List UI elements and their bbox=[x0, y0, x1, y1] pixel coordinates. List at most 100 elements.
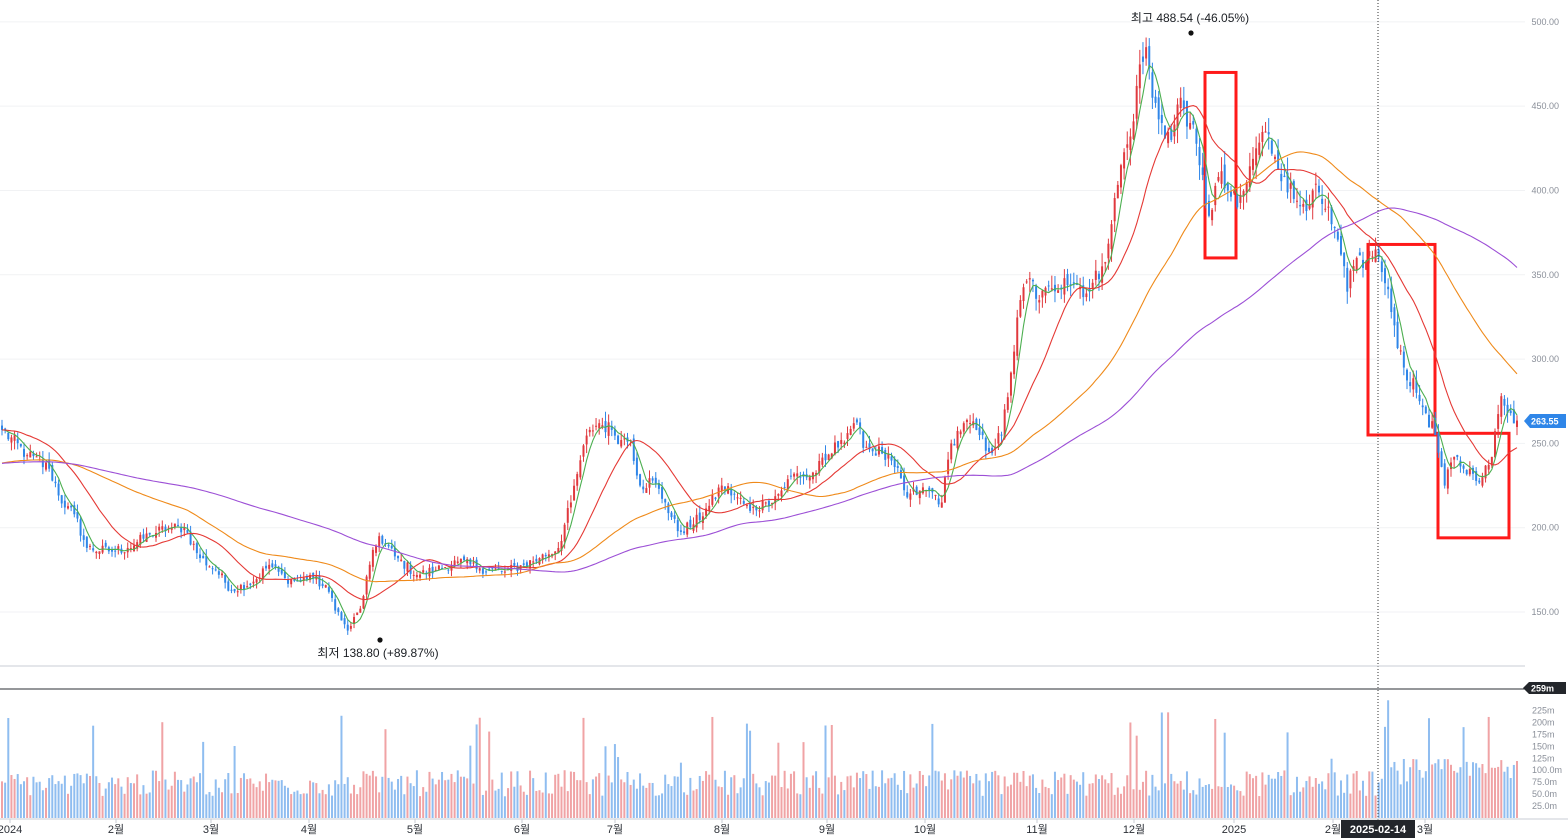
candle[interactable] bbox=[1016, 309, 1019, 361]
volume-bar[interactable] bbox=[884, 783, 887, 818]
candle[interactable] bbox=[1264, 121, 1267, 133]
candle[interactable] bbox=[1035, 283, 1038, 311]
volume-bar[interactable] bbox=[1038, 793, 1041, 818]
volume-bar[interactable] bbox=[1437, 759, 1440, 818]
candle[interactable] bbox=[1072, 272, 1075, 289]
candle[interactable] bbox=[192, 540, 195, 551]
volume-bar[interactable] bbox=[145, 793, 148, 818]
volume-bar[interactable] bbox=[1487, 716, 1490, 818]
candle[interactable] bbox=[397, 555, 400, 562]
volume-bar[interactable] bbox=[541, 792, 544, 818]
volume-bar[interactable] bbox=[343, 783, 346, 818]
volume-bar[interactable] bbox=[1409, 767, 1412, 818]
volume-bar[interactable] bbox=[739, 787, 742, 818]
volume-bar[interactable] bbox=[1075, 781, 1078, 818]
volume-bar[interactable] bbox=[293, 791, 296, 818]
volume-bar[interactable] bbox=[899, 789, 902, 818]
volume-bar[interactable] bbox=[1251, 778, 1254, 818]
candle[interactable] bbox=[239, 583, 242, 594]
volume-bar[interactable] bbox=[912, 787, 915, 818]
volume-bar[interactable] bbox=[635, 788, 638, 818]
volume-bar[interactable] bbox=[679, 762, 682, 818]
candle[interactable] bbox=[799, 471, 802, 485]
candle[interactable] bbox=[500, 570, 503, 575]
candle[interactable] bbox=[676, 516, 679, 538]
candle[interactable] bbox=[610, 420, 613, 437]
candle[interactable] bbox=[843, 440, 846, 449]
volume-bar[interactable] bbox=[1365, 795, 1368, 818]
candle[interactable] bbox=[1176, 98, 1179, 144]
volume-bar[interactable] bbox=[1104, 779, 1107, 818]
volume-bar[interactable] bbox=[79, 775, 82, 818]
candle[interactable] bbox=[852, 417, 855, 432]
candle[interactable] bbox=[230, 584, 233, 594]
volume-bar[interactable] bbox=[412, 786, 415, 818]
candle[interactable] bbox=[54, 476, 57, 488]
volume-bar[interactable] bbox=[318, 793, 321, 818]
candle[interactable] bbox=[63, 494, 66, 515]
volume-bar[interactable] bbox=[1097, 778, 1100, 818]
volume-bar[interactable] bbox=[994, 770, 997, 818]
volume-bar[interactable] bbox=[415, 770, 418, 818]
candle[interactable] bbox=[978, 418, 981, 441]
candle[interactable] bbox=[679, 524, 682, 536]
volume-bar[interactable] bbox=[607, 775, 610, 818]
candle[interactable] bbox=[1220, 157, 1223, 189]
volume-bar[interactable] bbox=[1295, 776, 1298, 818]
candle[interactable] bbox=[1182, 86, 1185, 115]
volume-bar[interactable] bbox=[1233, 785, 1236, 818]
volume-bar[interactable] bbox=[205, 794, 208, 818]
volume-bar[interactable] bbox=[1478, 767, 1481, 818]
candle[interactable] bbox=[1446, 467, 1449, 495]
volume-bar[interactable] bbox=[349, 793, 352, 818]
candle[interactable] bbox=[51, 462, 54, 482]
volume-bar[interactable] bbox=[63, 775, 66, 818]
volume-bar[interactable] bbox=[780, 787, 783, 818]
candle[interactable] bbox=[855, 417, 858, 425]
candle[interactable] bbox=[19, 443, 22, 448]
volume-bar[interactable] bbox=[1506, 766, 1509, 818]
candle[interactable] bbox=[1493, 428, 1496, 460]
volume-bar[interactable] bbox=[670, 786, 673, 818]
volume-bar[interactable] bbox=[268, 782, 271, 818]
candle[interactable] bbox=[1248, 152, 1251, 193]
volume-bar[interactable] bbox=[1031, 774, 1034, 818]
volume-bar[interactable] bbox=[1371, 771, 1374, 818]
candle[interactable] bbox=[485, 569, 488, 576]
volume-bar[interactable] bbox=[95, 776, 98, 818]
volume-bar[interactable] bbox=[1091, 783, 1094, 818]
candle[interactable] bbox=[381, 534, 384, 546]
candle[interactable] bbox=[343, 614, 346, 629]
volume-bar[interactable] bbox=[1141, 781, 1144, 818]
candle[interactable] bbox=[554, 550, 557, 561]
candle[interactable] bbox=[827, 453, 830, 461]
volume-bar[interactable] bbox=[871, 770, 874, 818]
candle[interactable] bbox=[318, 570, 321, 590]
candle[interactable] bbox=[1229, 185, 1232, 202]
volume-bar[interactable] bbox=[1025, 786, 1028, 818]
volume-bar[interactable] bbox=[41, 790, 44, 818]
volume-bar[interactable] bbox=[538, 790, 541, 818]
candle[interactable] bbox=[1468, 461, 1471, 477]
volume-bar[interactable] bbox=[1113, 794, 1116, 818]
candle[interactable] bbox=[387, 542, 390, 549]
candle[interactable] bbox=[1148, 38, 1151, 80]
volume-bar[interactable] bbox=[481, 794, 484, 818]
candle[interactable] bbox=[1132, 113, 1135, 141]
volume-bar[interactable] bbox=[139, 794, 142, 818]
volume-bar[interactable] bbox=[199, 773, 202, 818]
volume-bar[interactable] bbox=[428, 771, 431, 818]
candle[interactable] bbox=[544, 552, 547, 562]
volume-bar[interactable] bbox=[893, 773, 896, 818]
volume-bar[interactable] bbox=[1308, 776, 1311, 818]
candle[interactable] bbox=[884, 447, 887, 467]
volume-bar[interactable] bbox=[595, 776, 598, 818]
candle[interactable] bbox=[673, 510, 676, 524]
candle[interactable] bbox=[846, 426, 849, 447]
volume-bar[interactable] bbox=[582, 717, 585, 818]
volume-bar[interactable] bbox=[177, 779, 180, 818]
candle[interactable] bbox=[79, 516, 82, 542]
candle[interactable] bbox=[698, 505, 701, 524]
candle[interactable] bbox=[45, 462, 48, 472]
candle[interactable] bbox=[1286, 157, 1289, 199]
